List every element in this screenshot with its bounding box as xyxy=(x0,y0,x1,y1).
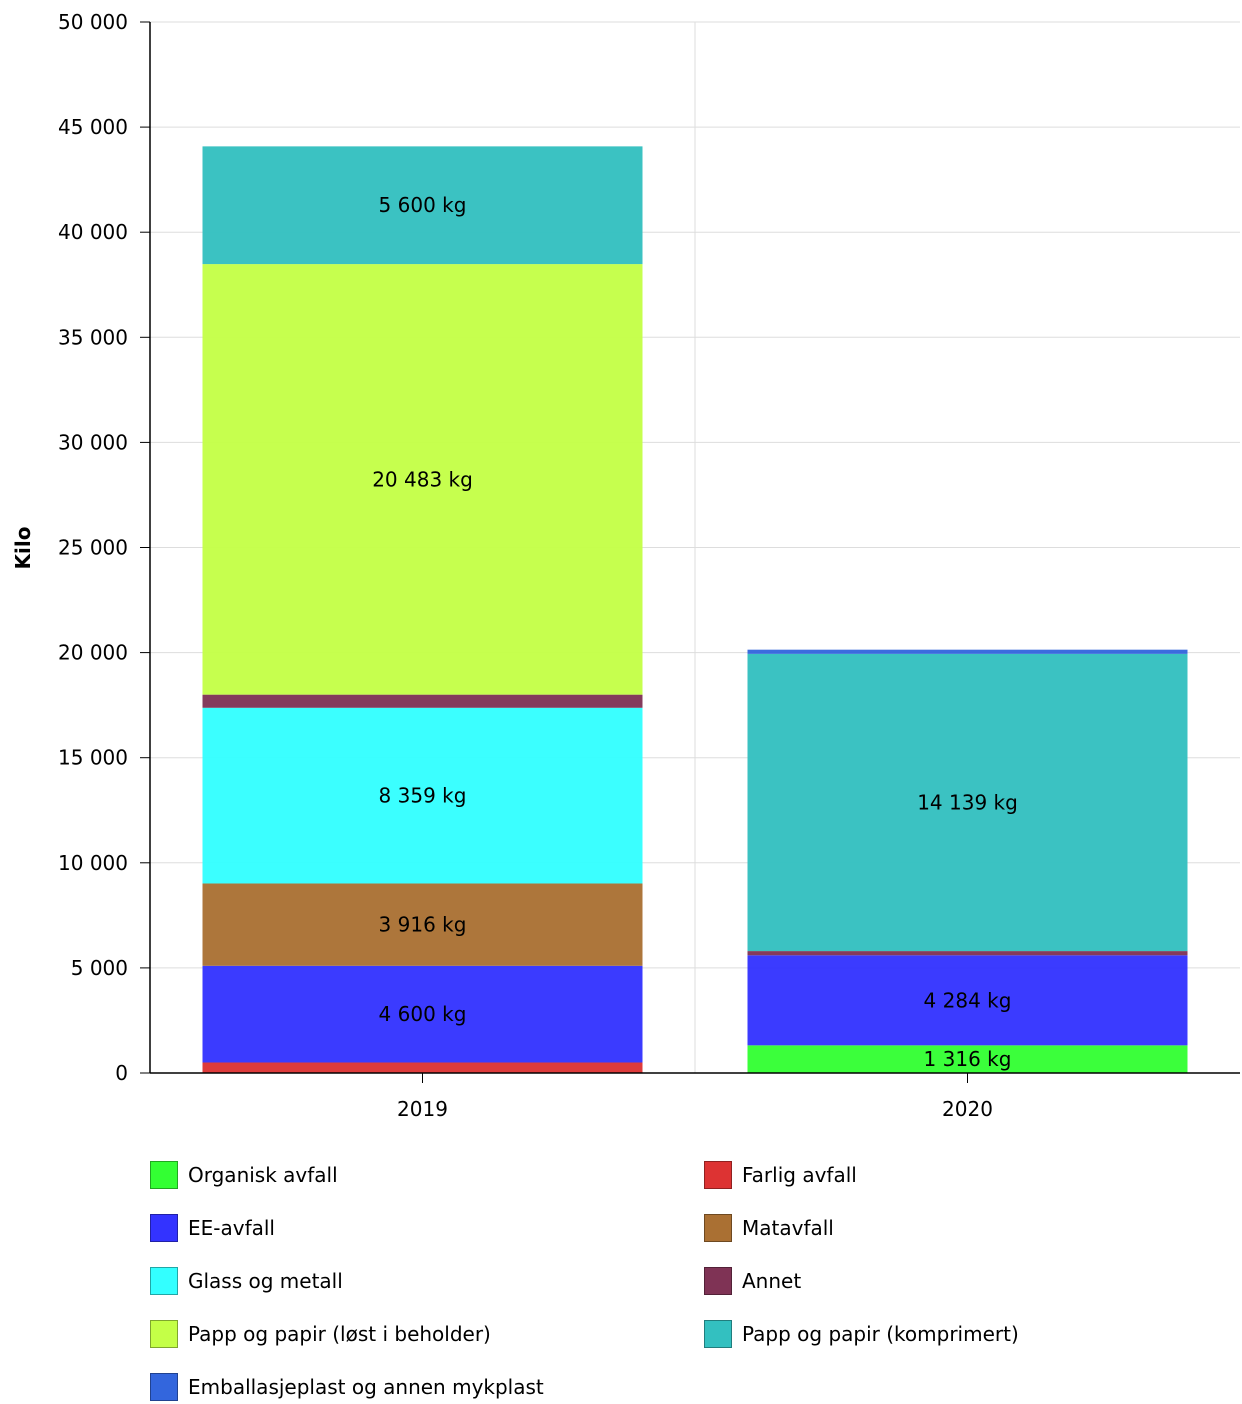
bars xyxy=(202,146,1188,1073)
y-tick-label: 15 000 xyxy=(58,746,128,770)
y-tick-label: 40 000 xyxy=(58,220,128,244)
y-tick-label: 45 000 xyxy=(58,115,128,139)
x-tick-label: 2019 xyxy=(397,1097,448,1121)
y-tick-label: 25 000 xyxy=(58,536,128,560)
legend-label: Organisk avfall xyxy=(188,1163,338,1187)
legend-item[interactable]: Annet xyxy=(704,1264,801,1298)
data-label: 1 316 kg xyxy=(924,1047,1012,1071)
bar-segment xyxy=(747,1045,1188,1073)
bar-segment xyxy=(202,264,643,695)
legend-swatch xyxy=(704,1161,732,1189)
stacked-bar-chart: 0 5 000 10 000 15 000 20 000 25 000 30 000 35 0… xyxy=(11,10,1240,1121)
y-ticks: 0 5 000 10 000 15 000 20 000 25 000 30 000 35 0… xyxy=(58,10,150,1085)
legend-item[interactable]: Papp og papir (komprimert) xyxy=(704,1317,1019,1351)
data-label: 20 483 kg xyxy=(372,467,473,491)
x-tick-label: 2020 xyxy=(942,1097,993,1121)
legend-swatch xyxy=(150,1214,178,1242)
legend-item[interactable]: Organisk avfall xyxy=(150,1158,338,1192)
x-ticks: 2019 2020 xyxy=(397,1073,993,1121)
legend-swatch xyxy=(150,1320,178,1348)
bar-segment xyxy=(747,649,1188,654)
legend-swatch xyxy=(704,1320,732,1348)
data-label: 4 284 kg xyxy=(924,988,1012,1012)
legend-item[interactable]: Farlig avfall xyxy=(704,1158,857,1192)
legend-item[interactable]: EE-avfall xyxy=(150,1211,275,1245)
y-axis-title: Kilo xyxy=(11,527,35,570)
legend-label: Matavfall xyxy=(742,1216,834,1240)
data-label: 3 916 kg xyxy=(379,913,467,937)
legend-item[interactable]: Glass og metall xyxy=(150,1264,343,1298)
legend-label: Glass og metall xyxy=(188,1269,343,1293)
legend-swatch xyxy=(150,1373,178,1401)
legend-item[interactable]: Matavfall xyxy=(704,1211,834,1245)
bar-segment xyxy=(747,653,1188,952)
bar-segment xyxy=(202,694,643,708)
bar-segment xyxy=(202,146,643,265)
bar-labels: 4 600 kg 3 916 kg 8 359 kg 20 483 kg 5 600 k… xyxy=(372,193,1018,1071)
legend-label: Annet xyxy=(742,1269,802,1293)
y-tick-label: 35 000 xyxy=(58,325,128,349)
legend-label: Papp og papir (løst i beholder) xyxy=(188,1322,491,1346)
bar-segment xyxy=(202,883,643,966)
y-tick-label: 30 000 xyxy=(58,430,128,454)
bar-segment xyxy=(202,707,643,884)
legend-swatch xyxy=(150,1267,178,1295)
bar-segment xyxy=(747,955,1188,1046)
y-tick-label: 50 000 xyxy=(58,10,128,34)
legend-swatch xyxy=(704,1214,732,1242)
legend-label: Emballasjeplast og annen mykplast xyxy=(188,1375,544,1399)
bar-segment xyxy=(747,951,1188,956)
bar-segment xyxy=(202,1062,643,1073)
y-tick-label: 20 000 xyxy=(58,641,128,665)
bar-segment xyxy=(202,965,643,1063)
legend-item[interactable]: Papp og papir (løst i beholder) xyxy=(150,1317,491,1351)
y-tick-label: 5 000 xyxy=(71,956,128,980)
legend-label: Farlig avfall xyxy=(742,1163,857,1187)
data-label: 14 139 kg xyxy=(917,790,1018,814)
legend-swatch xyxy=(150,1161,178,1189)
legend-label: Papp og papir (komprimert) xyxy=(742,1322,1019,1346)
data-label: 8 359 kg xyxy=(379,784,467,808)
data-label: 5 600 kg xyxy=(379,193,467,217)
data-label: 4 600 kg xyxy=(379,1002,467,1026)
y-tick-label: 0 xyxy=(115,1061,128,1085)
y-tick-label: 10 000 xyxy=(58,851,128,875)
legend-swatch xyxy=(704,1267,732,1295)
legend-label: EE-avfall xyxy=(188,1216,275,1240)
legend-item[interactable]: Emballasjeplast og annen mykplast xyxy=(150,1370,544,1404)
